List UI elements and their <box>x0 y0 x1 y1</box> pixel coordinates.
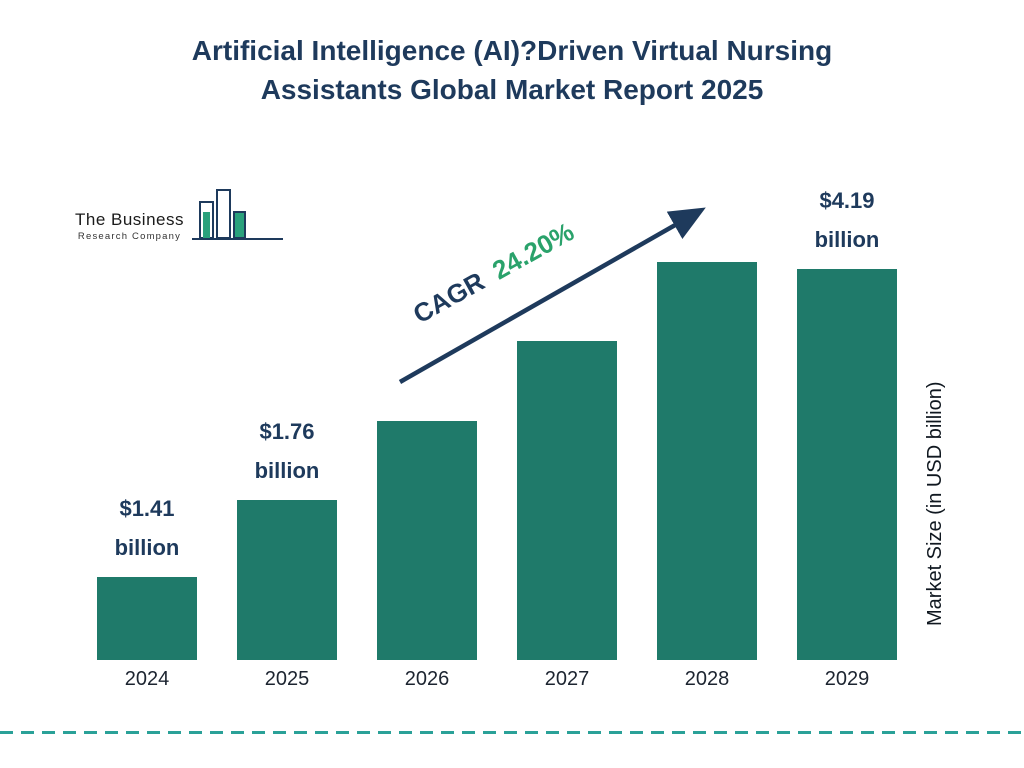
bar-2028 <box>657 262 757 660</box>
bar-2027 <box>517 341 617 660</box>
title-line-2: Assistants Global Market Report 2025 <box>260 73 764 105</box>
x-axis-year-labels: 2024 2025 2026 2027 2028 2029 <box>97 668 897 691</box>
bar-2024 <box>97 577 197 660</box>
y-axis-label: Market Size (in USD billion) <box>924 381 946 627</box>
bar-column-2025: $1.76 billion <box>237 182 337 660</box>
year-label-2027: 2027 <box>544 668 590 690</box>
bar-2025 <box>237 500 337 660</box>
year-label-2025: 2025 <box>264 668 310 690</box>
bar-2029 <box>797 269 897 660</box>
cagr-trend-arrow <box>398 207 706 384</box>
year-label-2029: 2029 <box>824 668 870 690</box>
value-label-2025: $1.76 billion <box>254 419 320 483</box>
bar-2026 <box>377 421 477 660</box>
company-logo: The Business Research Company <box>75 186 285 248</box>
logo-subname: Research Company <box>77 231 182 242</box>
bar-chart-logo-icon <box>192 189 283 240</box>
bar-column-2027 <box>517 182 617 660</box>
page-title: Artificial Intelligence (AI)?Driven Virt… <box>0 32 1024 109</box>
value-label-2029: $4.19 billion <box>814 188 880 252</box>
title-line-1: Artificial Intelligence (AI)?Driven Virt… <box>191 35 833 66</box>
bar-column-2026 <box>377 182 477 660</box>
bar-column-2029: $4.19 billion <box>797 182 897 660</box>
year-label-2028: 2028 <box>684 668 730 690</box>
bar-column-2024: $1.41 billion <box>97 182 197 660</box>
value-label-2024: $1.41 billion <box>114 496 180 560</box>
logo-name: The Business <box>75 210 184 229</box>
company-logo-text: The Business Research Company <box>75 210 184 242</box>
bottom-dashed-divider <box>0 731 1024 734</box>
year-label-2026: 2026 <box>404 668 450 690</box>
bar-column-2028 <box>657 182 757 660</box>
year-label-2024: 2024 <box>124 668 170 690</box>
bar-chart: $1.41 billion $1.76 billion $4.19 billion <box>97 182 897 660</box>
